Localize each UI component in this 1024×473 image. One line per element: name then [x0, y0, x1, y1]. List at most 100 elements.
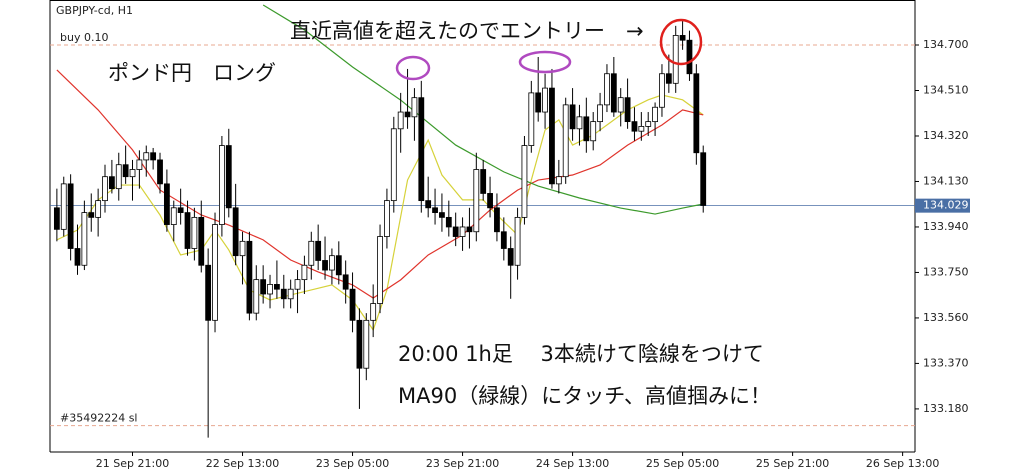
candle-body	[459, 226, 466, 237]
candle-body	[301, 264, 308, 281]
candle-body	[445, 216, 452, 228]
candle-body	[528, 92, 535, 146]
candle-body	[163, 183, 170, 225]
candle-body	[246, 240, 253, 314]
annotation: 直近高値を超えたのでエントリー →	[290, 19, 644, 43]
candle-body	[549, 87, 555, 185]
candle-body	[315, 240, 322, 261]
y-tick-label: 133.940	[923, 220, 969, 233]
candle-body	[397, 111, 404, 130]
candle-body	[81, 212, 88, 266]
candle-body	[102, 176, 108, 202]
candle-body	[473, 169, 480, 233]
candle-body	[205, 264, 212, 321]
candle-body	[329, 255, 335, 271]
highlight-circle	[518, 50, 572, 74]
candle-body	[287, 288, 294, 300]
candle-body	[700, 152, 707, 206]
candle-body	[439, 212, 445, 218]
candle-body	[535, 92, 542, 113]
candle-body	[659, 73, 665, 108]
candle-body	[617, 97, 624, 113]
x-tick-label: 21 Sep 21:00	[96, 457, 169, 470]
candle-body	[679, 35, 686, 41]
x-tick-label: 24 Sep 13:00	[536, 457, 609, 470]
candle-body	[590, 121, 597, 142]
candle-body	[335, 255, 342, 276]
candle-body	[260, 279, 267, 295]
candle-body	[425, 200, 432, 209]
y-tick-label: 133.370	[923, 356, 969, 369]
x-tick-label: 25 Sep 21:00	[756, 457, 829, 470]
candle-body	[665, 73, 672, 84]
y-tick-label: 134.130	[923, 174, 969, 187]
x-tick-label: 22 Sep 13:00	[206, 457, 279, 470]
order-label: buy 0.10	[60, 31, 108, 44]
x-tick-label: 23 Sep 21:00	[426, 457, 499, 470]
candle-body	[239, 240, 246, 257]
candle-body	[521, 145, 528, 218]
current-price-box	[915, 198, 970, 213]
candle-body	[108, 176, 115, 190]
candle-body	[500, 231, 507, 249]
candle-body	[170, 207, 177, 225]
candle-body	[370, 303, 377, 321]
candle-body	[212, 224, 218, 321]
candle-body	[480, 169, 487, 194]
candle-body	[198, 216, 205, 266]
candle-body	[115, 164, 122, 190]
candle-body	[122, 164, 129, 178]
candle-body	[555, 176, 562, 185]
candle-body	[624, 97, 631, 123]
candle-body	[604, 73, 610, 106]
candle-body	[597, 104, 603, 123]
moving-average	[262, 4, 704, 215]
candle-body	[452, 226, 459, 237]
candle-body	[652, 106, 658, 123]
candle-body	[466, 226, 473, 233]
candle-body	[60, 183, 67, 230]
candle-body	[576, 116, 583, 130]
candle-body	[507, 248, 514, 266]
candle-body	[686, 39, 693, 75]
x-tick-label: 26 Sep 13:00	[866, 457, 939, 470]
candle-body	[308, 240, 315, 266]
x-tick-label: 25 Sep 05:00	[646, 457, 719, 470]
candle-body	[225, 145, 232, 209]
candle-body	[363, 319, 370, 369]
highlight-circle	[395, 55, 431, 81]
candle-body	[377, 236, 383, 304]
candle-body	[184, 212, 191, 249]
candle-body	[432, 207, 438, 213]
candle-body	[274, 284, 280, 290]
y-tick-label: 133.180	[923, 402, 969, 415]
candle-body	[95, 200, 102, 218]
annotation: ポンド円 ロング	[108, 61, 276, 85]
candle-body	[53, 207, 60, 230]
candle-body	[404, 111, 411, 118]
annotation: 20:00 1h足 3本続けて陰線をつけて	[398, 342, 764, 366]
candle-body	[693, 73, 700, 154]
candle-body	[342, 274, 349, 290]
candle-body	[267, 284, 273, 295]
candle-body	[514, 216, 521, 266]
y-tick-label: 133.750	[923, 265, 969, 278]
candle-body	[562, 104, 569, 178]
candle-body	[253, 279, 260, 314]
candle-body	[177, 207, 184, 213]
candle-body	[583, 116, 590, 142]
candle-body	[143, 152, 150, 161]
candle-body	[232, 207, 239, 257]
order-label: #35492224 sl	[60, 412, 138, 425]
candle-body	[610, 73, 617, 113]
y-tick-label: 134.320	[923, 129, 969, 142]
y-tick-label: 134.700	[923, 38, 969, 51]
annotation: MA90（緑線）にタッチ、高値掴みに！	[398, 384, 771, 408]
candle-body	[129, 169, 136, 178]
candle-body	[88, 212, 95, 218]
candle-body	[411, 97, 418, 118]
candle-body	[569, 104, 576, 130]
candle-body	[638, 126, 645, 132]
candle-body	[150, 152, 157, 161]
